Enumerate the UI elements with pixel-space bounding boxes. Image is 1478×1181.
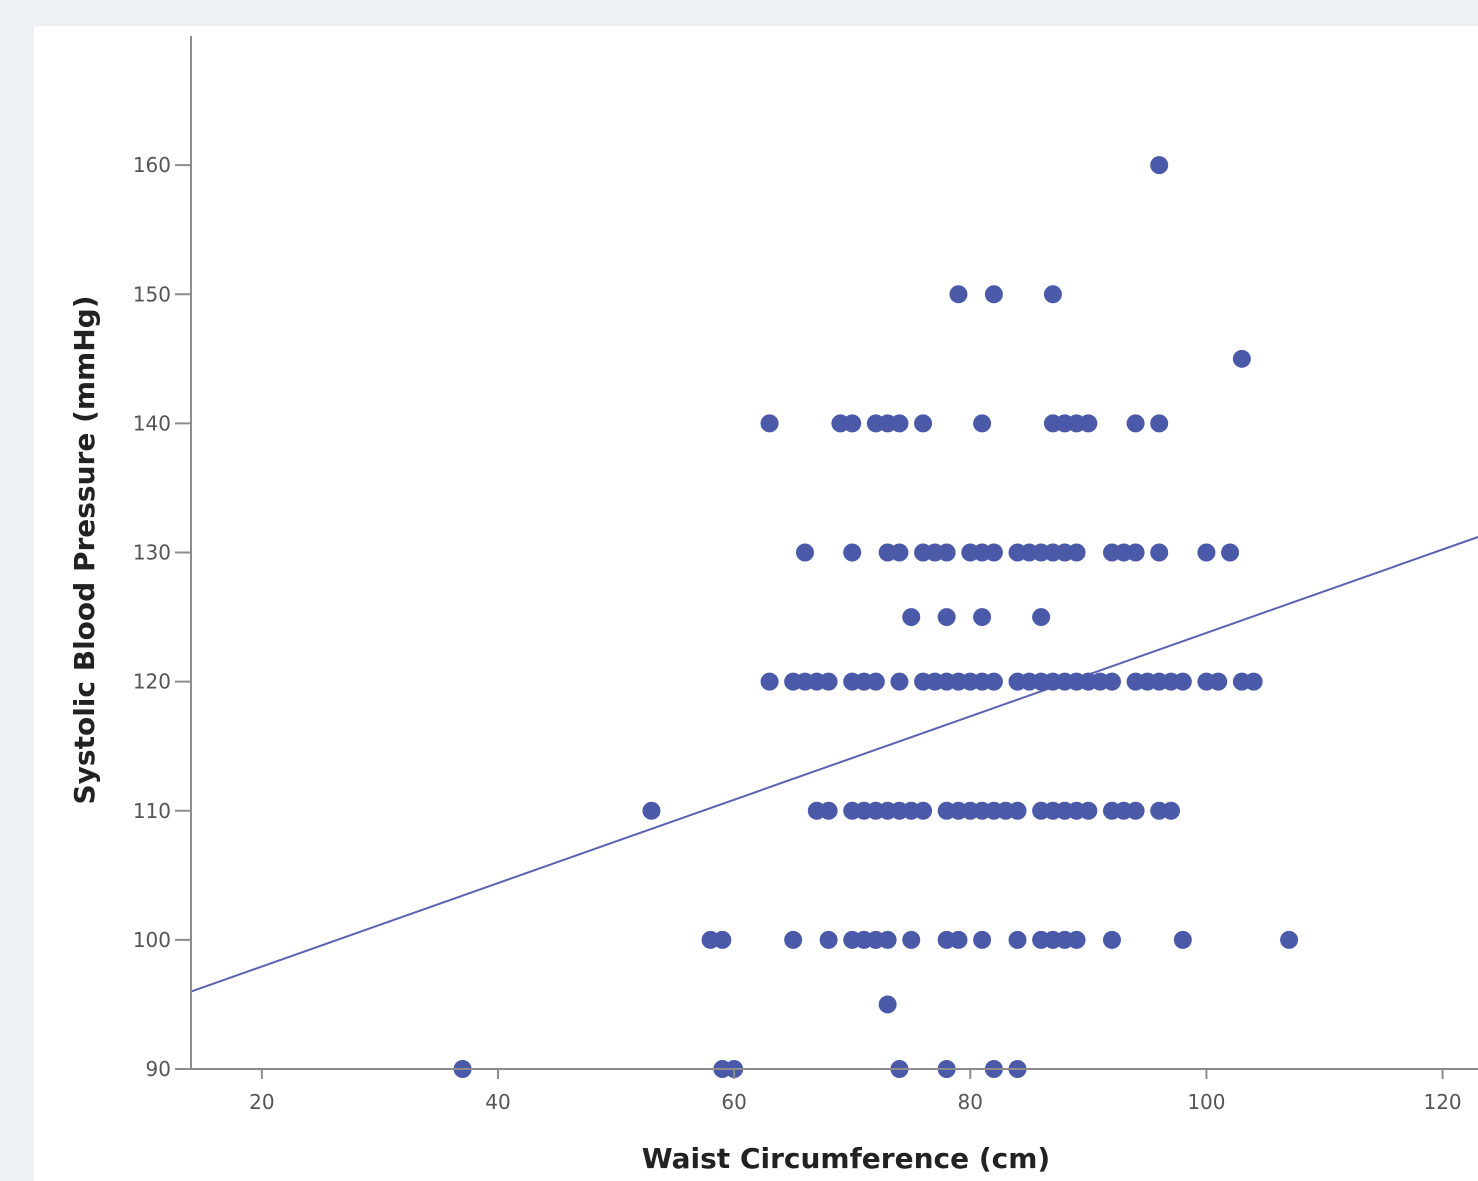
data-point bbox=[984, 672, 1003, 691]
data-point bbox=[1244, 672, 1263, 691]
data-point bbox=[843, 414, 862, 433]
x-tick-label: 40 bbox=[485, 1090, 510, 1114]
x-tick-label: 80 bbox=[958, 1090, 983, 1114]
data-point bbox=[1232, 349, 1251, 368]
y-tick-label: 110 bbox=[133, 799, 171, 823]
y-tick-label: 100 bbox=[133, 928, 171, 952]
data-point bbox=[795, 543, 814, 562]
data-point bbox=[819, 672, 838, 691]
data-point bbox=[1173, 672, 1192, 691]
data-point bbox=[843, 543, 862, 562]
data-point bbox=[949, 285, 968, 304]
data-point bbox=[1173, 930, 1192, 949]
data-point bbox=[1079, 801, 1098, 820]
data-point bbox=[890, 414, 909, 433]
data-point bbox=[937, 608, 956, 627]
data-point bbox=[713, 930, 732, 949]
x-tick-label: 100 bbox=[1187, 1090, 1225, 1114]
data-point bbox=[1197, 543, 1216, 562]
data-point bbox=[1162, 801, 1181, 820]
x-tick-label: 60 bbox=[721, 1090, 746, 1114]
data-point bbox=[914, 414, 933, 433]
data-point bbox=[1102, 930, 1121, 949]
data-point bbox=[949, 930, 968, 949]
data-point bbox=[784, 930, 803, 949]
data-point bbox=[1008, 801, 1027, 820]
data-point bbox=[1102, 672, 1121, 691]
data-point bbox=[984, 285, 1003, 304]
data-point bbox=[973, 608, 992, 627]
scatter-chart: 90 100 110 120 130 140 150 160 20 40 60 80 100 120 Wa… bbox=[68, 36, 1478, 1175]
x-axis-title: Waist Circumference (cm) bbox=[642, 1142, 1050, 1175]
data-point bbox=[1126, 801, 1145, 820]
data-point bbox=[1126, 543, 1145, 562]
data-point bbox=[1209, 672, 1228, 691]
data-point bbox=[1008, 930, 1027, 949]
data-point bbox=[1150, 414, 1169, 433]
y-tick-label: 90 bbox=[146, 1057, 171, 1081]
regression-line bbox=[190, 536, 1478, 993]
data-point bbox=[1032, 608, 1051, 627]
data-point bbox=[890, 672, 909, 691]
data-point bbox=[1126, 414, 1145, 433]
axes-layer: 90 100 110 120 130 140 150 160 20 40 60 80 100 120 bbox=[133, 36, 1478, 1114]
y-tick-label: 160 bbox=[133, 153, 171, 177]
data-point bbox=[760, 672, 779, 691]
y-tick-label: 130 bbox=[133, 541, 171, 565]
data-point bbox=[1280, 930, 1299, 949]
data-point bbox=[973, 930, 992, 949]
fit-line-layer bbox=[190, 536, 1478, 993]
data-point bbox=[1067, 543, 1086, 562]
data-point bbox=[878, 930, 897, 949]
data-point bbox=[642, 801, 661, 820]
data-point bbox=[1150, 156, 1169, 175]
data-point bbox=[760, 414, 779, 433]
y-axis-title: Systolic Blood Pressure (mmHg) bbox=[68, 295, 101, 804]
data-point bbox=[819, 930, 838, 949]
plot-panel: 90 100 110 120 130 140 150 160 20 40 60 80 100 120 Wa… bbox=[34, 26, 1478, 1181]
data-point bbox=[984, 543, 1003, 562]
y-tick-label: 150 bbox=[133, 282, 171, 306]
data-point bbox=[1067, 930, 1086, 949]
data-point bbox=[1079, 414, 1098, 433]
data-point bbox=[819, 801, 838, 820]
points-layer bbox=[453, 156, 1299, 1078]
data-point bbox=[973, 414, 992, 433]
data-point bbox=[866, 672, 885, 691]
x-tick-label: 20 bbox=[249, 1090, 274, 1114]
data-point bbox=[902, 930, 921, 949]
data-point bbox=[890, 543, 909, 562]
data-point bbox=[914, 801, 933, 820]
data-point bbox=[1221, 543, 1240, 562]
data-point bbox=[1043, 285, 1062, 304]
data-point bbox=[937, 543, 956, 562]
x-tick-label: 120 bbox=[1423, 1090, 1461, 1114]
y-tick-label: 120 bbox=[133, 670, 171, 694]
data-point bbox=[878, 995, 897, 1014]
data-point bbox=[1150, 543, 1169, 562]
data-point bbox=[902, 608, 921, 627]
y-tick-label: 140 bbox=[133, 411, 171, 435]
